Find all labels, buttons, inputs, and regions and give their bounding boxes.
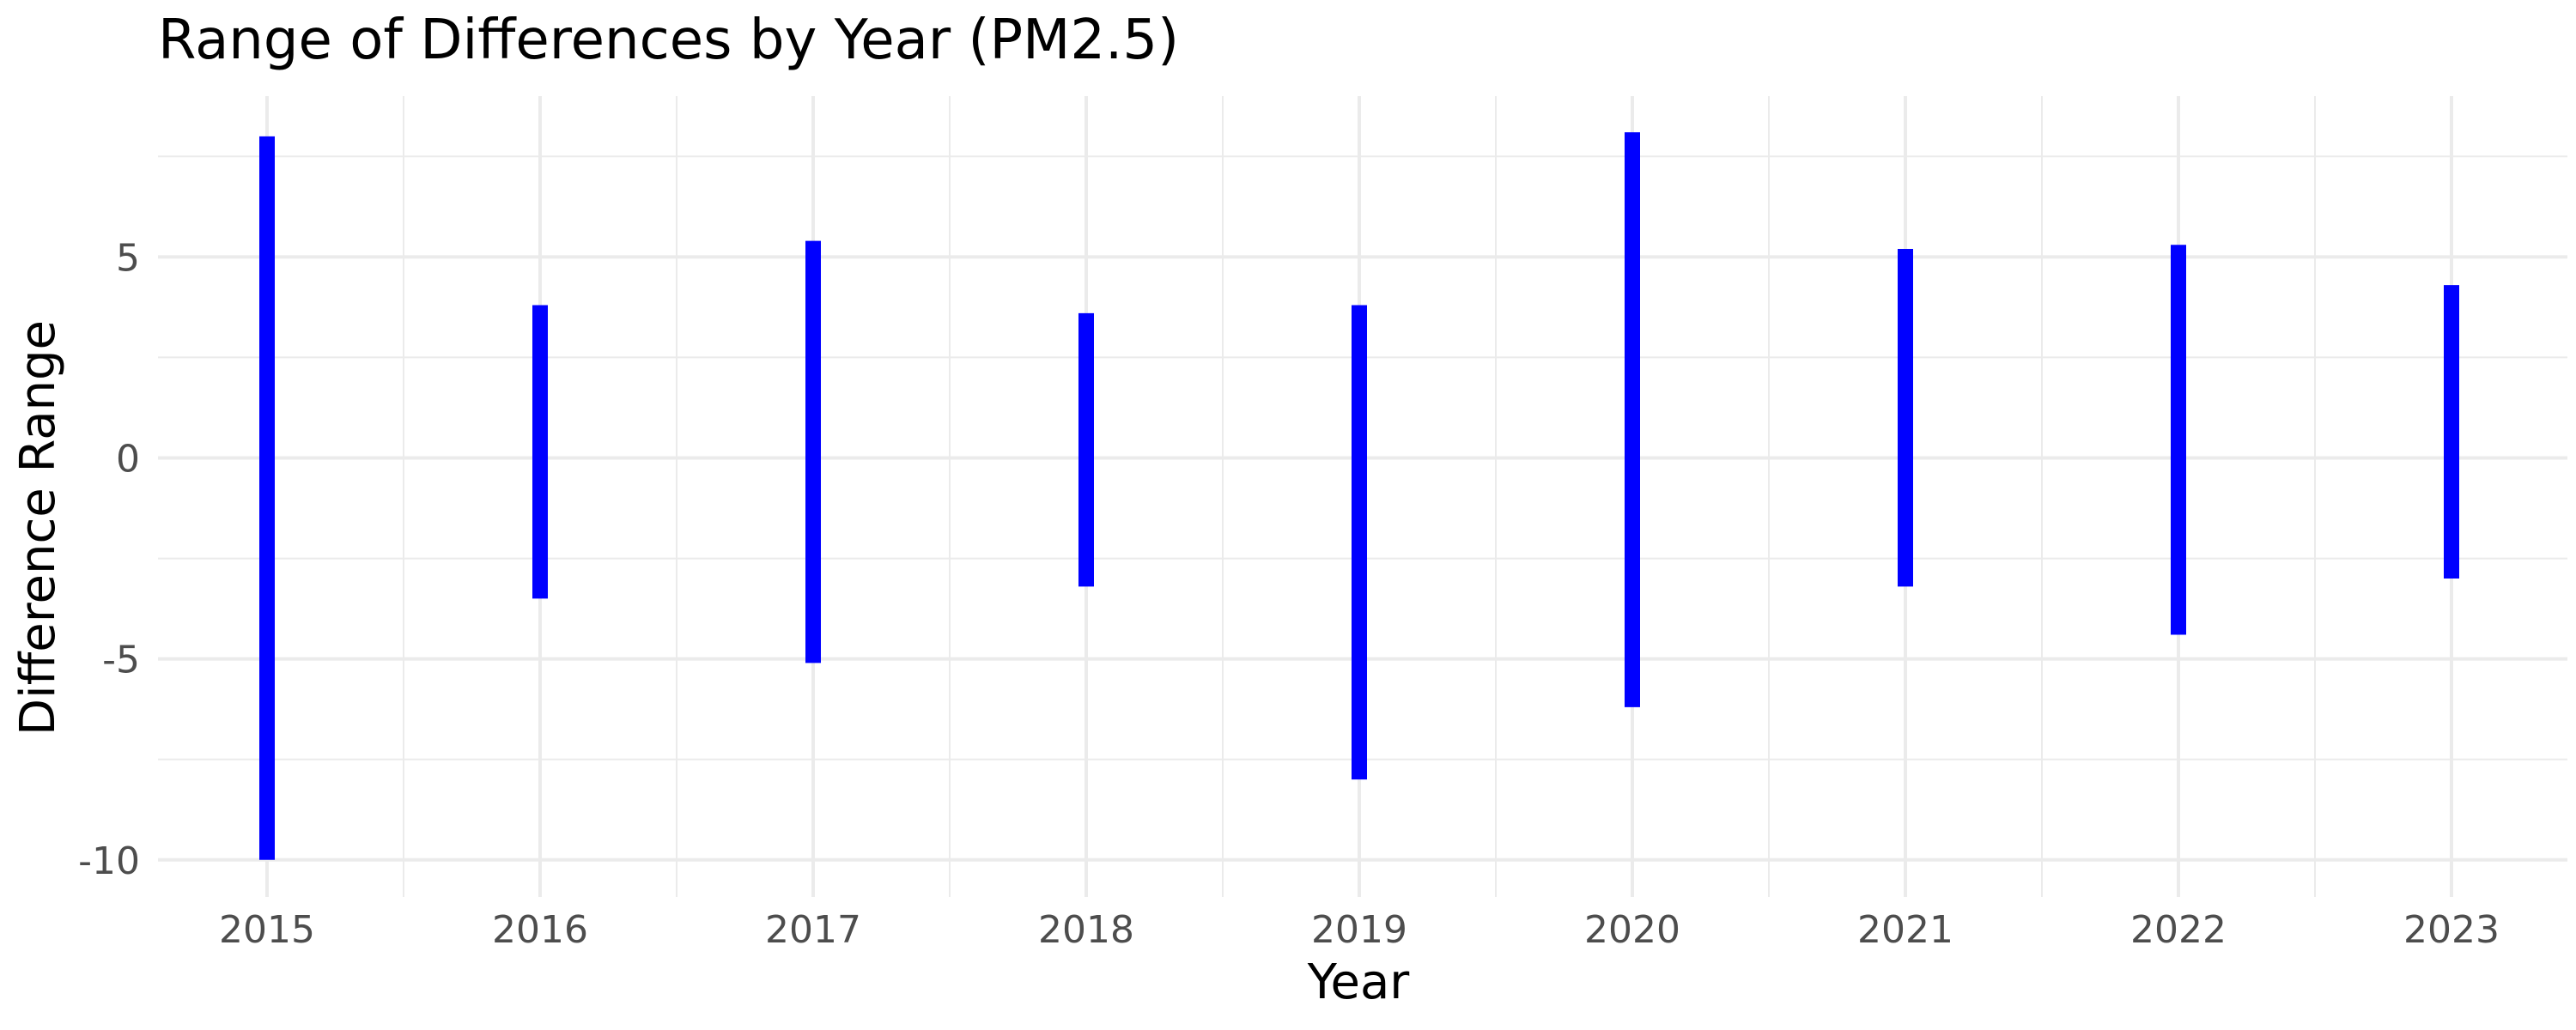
x-tick-label: 2019 [1311, 908, 1407, 952]
x-tick-label: 2017 [765, 908, 861, 952]
x-axis-title: Year [1307, 954, 1411, 1010]
x-tick-label: 2022 [2130, 908, 2227, 952]
x-tick-label: 2018 [1038, 908, 1134, 952]
y-axis-title: Difference Range [10, 320, 66, 736]
y-tick-label: -10 [78, 839, 140, 883]
y-tick-label: 0 [116, 438, 140, 482]
x-axis-ticks: 2015 2016 2017 2018 2019 2020 2021 2022 2023 [219, 908, 2500, 952]
x-tick-label: 2016 [492, 908, 588, 952]
x-tick-label: 2015 [219, 908, 315, 952]
chart-title: Range of Differences by Year (PM2.5) [158, 9, 1179, 72]
x-tick-label: 2020 [1584, 908, 1680, 952]
x-tick-label: 2021 [1857, 908, 1953, 952]
x-tick-label: 2023 [2403, 908, 2500, 952]
y-tick-label: 5 [116, 236, 140, 280]
bars-layer [259, 132, 2459, 860]
y-tick-label: -5 [102, 639, 140, 682]
y-axis-ticks: -10 -5 0 5 [78, 236, 140, 882]
